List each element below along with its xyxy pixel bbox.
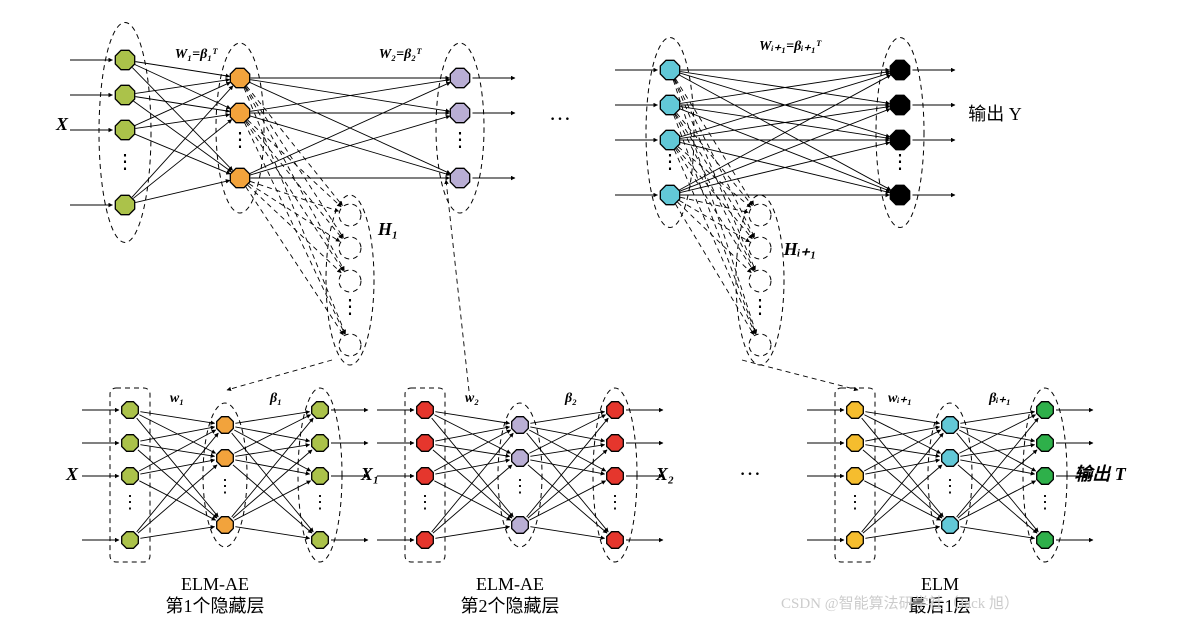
node	[312, 435, 329, 452]
node	[890, 185, 909, 204]
node	[1037, 468, 1054, 485]
node	[512, 517, 529, 534]
node	[942, 450, 959, 467]
node	[450, 68, 469, 87]
node	[660, 95, 679, 114]
node	[217, 450, 234, 467]
weight-label: Wᵢ₊₁=βᵢ₊₁ᵀ	[759, 39, 822, 54]
group-title: ELM-AE	[181, 574, 249, 594]
node	[607, 402, 624, 419]
node	[847, 468, 864, 485]
node	[607, 532, 624, 549]
label: ⋮	[511, 476, 529, 496]
label: ⋮	[606, 492, 624, 512]
node	[312, 402, 329, 419]
label: X₂	[655, 464, 674, 484]
node	[115, 195, 134, 214]
node	[217, 417, 234, 434]
node	[1037, 435, 1054, 452]
node	[417, 532, 434, 549]
label: 输出 T	[1074, 464, 1126, 484]
edges	[70, 60, 1093, 540]
label: ⋮	[750, 296, 770, 318]
dashed-edges	[227, 79, 858, 400]
node	[115, 85, 134, 104]
node	[660, 185, 679, 204]
weight-label: wᵢ₊₁	[888, 391, 912, 406]
node	[512, 450, 529, 467]
label: ⋮	[115, 151, 135, 173]
node	[660, 130, 679, 149]
top-label: 输出 Y	[968, 104, 1022, 124]
node	[115, 50, 134, 69]
node	[450, 103, 469, 122]
nn-diagram: ⋮ ⋮ W₁=β₁ᵀ ⋮ W₂=β₂ᵀ ⋮ ⋮ Wᵢ₊₁=βᵢ₊₁ᵀ … X 输出 Y ⋮ H₁ ⋮ Hᵢ₊…	[0, 0, 1180, 632]
node	[890, 95, 909, 114]
node	[122, 532, 139, 549]
weight-label: w₂	[465, 391, 479, 406]
node	[312, 532, 329, 549]
node	[847, 532, 864, 549]
node	[230, 68, 249, 87]
label: H₁	[377, 219, 398, 239]
node	[942, 417, 959, 434]
label: ⋮	[311, 492, 329, 512]
node	[217, 517, 234, 534]
nodes	[115, 50, 1053, 548]
label: ⋮	[941, 476, 959, 496]
node	[230, 168, 249, 187]
label: ⋮	[416, 492, 434, 512]
top-label: X	[55, 114, 69, 134]
weight-label: W₂=β₂ᵀ	[379, 47, 422, 62]
label: ⋮	[1036, 492, 1054, 512]
node	[122, 468, 139, 485]
group-title: ELM-AE	[476, 574, 544, 594]
weight-label: β₁	[269, 391, 282, 406]
node	[942, 517, 959, 534]
node	[660, 60, 679, 79]
label: ⋮	[450, 129, 470, 151]
group-subtitle: 第1个隐藏层	[166, 596, 265, 616]
node	[417, 402, 434, 419]
label: ⋮	[216, 476, 234, 496]
node	[122, 402, 139, 419]
label: ⋮	[660, 151, 680, 173]
node	[230, 103, 249, 122]
node	[890, 130, 909, 149]
node	[1037, 532, 1054, 549]
node	[607, 468, 624, 485]
weight-label: βᵢ₊₁	[988, 391, 1011, 406]
watermark: CSDN @智能算法研学社（Jack 旭）	[781, 594, 1019, 612]
label: ⋮	[340, 296, 360, 318]
weight-label: β₂	[564, 391, 577, 406]
label: X	[65, 464, 79, 484]
node	[115, 120, 134, 139]
label: Hᵢ₊₁	[783, 239, 817, 259]
node	[417, 468, 434, 485]
group-title: ELM	[921, 574, 959, 594]
node	[312, 468, 329, 485]
label: ⋮	[890, 151, 910, 173]
labels: ⋮ ⋮ W₁=β₁ᵀ ⋮ W₂=β₂ᵀ ⋮ ⋮ Wᵢ₊₁=βᵢ₊₁ᵀ … X 输出 Y ⋮ H₁ ⋮ Hᵢ₊…	[55, 39, 1127, 616]
label: X₁	[360, 464, 379, 484]
node	[417, 435, 434, 452]
node	[512, 417, 529, 434]
node	[847, 435, 864, 452]
node	[607, 435, 624, 452]
node	[450, 168, 469, 187]
label: …	[739, 455, 761, 480]
label: ⋮	[121, 492, 139, 512]
node	[122, 435, 139, 452]
weight-label: w₁	[170, 391, 184, 406]
node	[890, 60, 909, 79]
node	[847, 402, 864, 419]
label: ⋮	[846, 492, 864, 512]
group-subtitle: 第2个隐藏层	[461, 596, 560, 616]
label: ⋮	[230, 129, 250, 151]
weight-label: W₁=β₁ᵀ	[175, 47, 218, 62]
node	[1037, 402, 1054, 419]
label: …	[549, 100, 571, 125]
